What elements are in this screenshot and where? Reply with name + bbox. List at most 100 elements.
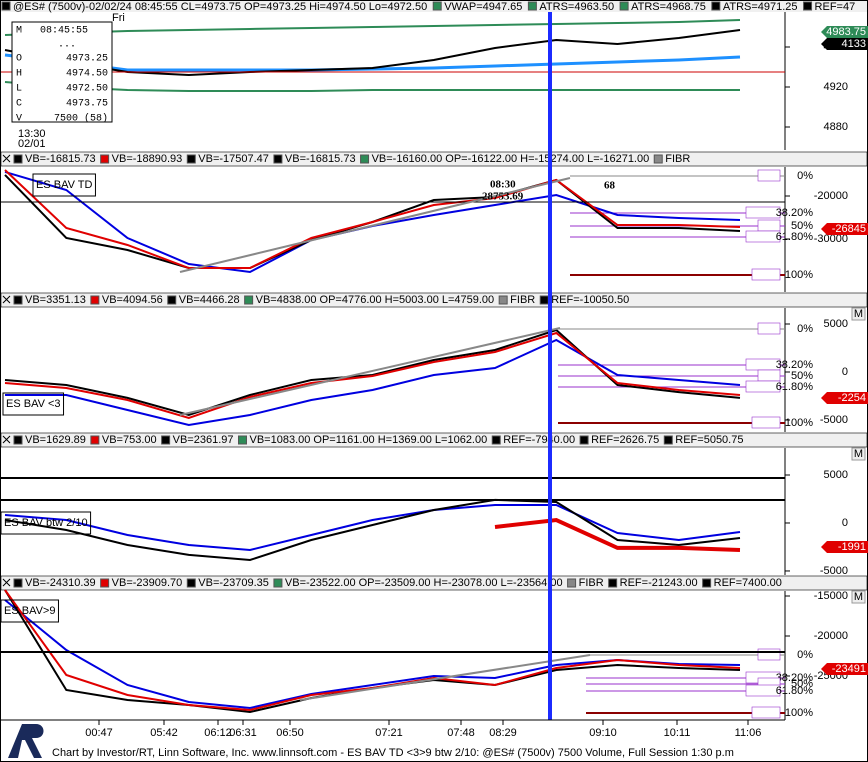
header-item: REF=47 bbox=[815, 1, 856, 13]
x-tick-label: 08:29 bbox=[489, 727, 517, 739]
legend-item: REF=7400.00 bbox=[714, 577, 782, 589]
menu-label[interactable]: M bbox=[854, 308, 863, 320]
legend-swatch bbox=[90, 295, 100, 305]
menu-box[interactable] bbox=[851, 447, 866, 461]
fib-label: 38.20% bbox=[776, 359, 814, 371]
legend-item: VB=4094.56 bbox=[102, 294, 163, 306]
legend-swatch bbox=[653, 154, 663, 164]
legend-swatch bbox=[167, 295, 177, 305]
fib-label-box bbox=[757, 219, 781, 232]
fib-label: 0% bbox=[797, 649, 813, 661]
menu-label[interactable]: M bbox=[854, 591, 863, 603]
series-line bbox=[4, 504, 741, 552]
data-window-key: H bbox=[16, 69, 22, 80]
logo bbox=[8, 724, 44, 758]
legend-item: VB=-24310.39 bbox=[25, 577, 96, 589]
header-item: ATRS=4971.25 bbox=[723, 1, 798, 13]
fib-label: 50% bbox=[791, 370, 813, 382]
fib-label: 61.80% bbox=[776, 685, 814, 697]
price-tag bbox=[821, 26, 868, 38]
close-icon[interactable] bbox=[2, 154, 11, 163]
series-line bbox=[4, 19, 741, 36]
x-tick-label: 06:12 bbox=[204, 727, 232, 739]
legend-item: VB=-23709.35 bbox=[198, 577, 269, 589]
legend-swatch bbox=[619, 1, 629, 11]
legend-swatch bbox=[1, 1, 11, 11]
price-tag-label: -2254 bbox=[838, 392, 866, 404]
close-icon[interactable] bbox=[2, 435, 11, 444]
y-tick-label: -5000 bbox=[820, 414, 848, 426]
legend-item: FIBR bbox=[510, 294, 535, 306]
y-tick-label: 4880 bbox=[824, 121, 848, 133]
fib-label-box bbox=[757, 322, 781, 335]
close-icon[interactable] bbox=[2, 578, 11, 587]
price-tag bbox=[821, 663, 868, 675]
legend-swatch bbox=[186, 578, 196, 588]
data-window-time: 08:45:55 bbox=[40, 26, 88, 37]
fib-label: 61.80% bbox=[776, 381, 814, 393]
y-tick-label: 0 bbox=[842, 366, 848, 378]
panel-header bbox=[0, 151, 868, 167]
legend-item: REF=-7940.00 bbox=[503, 434, 575, 446]
annotation: 08:30 bbox=[490, 179, 516, 191]
fib-label-box bbox=[745, 684, 781, 697]
legend-item: REF=-10050.50 bbox=[551, 294, 629, 306]
panel-title: ES BAV>9 bbox=[4, 605, 55, 617]
legend-item: VB=3351.13 bbox=[25, 294, 86, 306]
panel-title-box bbox=[0, 599, 59, 623]
close-icon[interactable] bbox=[2, 295, 11, 304]
legend-swatch bbox=[702, 578, 712, 588]
legend-item: VB=-18890.93 bbox=[112, 153, 183, 165]
series-line bbox=[4, 81, 740, 92]
header-item: @ES# (7500v)-02/02/24 08:45:55 CL=4973.7… bbox=[13, 1, 427, 13]
legend-item: VB=-17507.47 bbox=[198, 153, 269, 165]
legend-item: REF=5050.75 bbox=[675, 434, 743, 446]
fib-label: 38.20% bbox=[776, 672, 814, 684]
annotation: 28753.69 bbox=[482, 191, 524, 203]
trend-line bbox=[179, 327, 561, 416]
y-tick-label: 5000 bbox=[824, 318, 848, 330]
legend-swatch bbox=[13, 578, 23, 588]
series-line bbox=[4, 331, 741, 420]
legend-item: VB=-23909.70 bbox=[112, 577, 183, 589]
fib-label: 38.20% bbox=[776, 207, 814, 219]
legend-item: VB=2361.97 bbox=[173, 434, 234, 446]
fib-label-box bbox=[757, 369, 781, 382]
legend-swatch bbox=[100, 578, 110, 588]
fib-label-box bbox=[751, 416, 781, 429]
x-tick-label: 07:48 bbox=[447, 727, 475, 739]
legend-item: FIBR bbox=[579, 577, 604, 589]
y-tick-label: -5000 bbox=[820, 565, 848, 577]
legend-item: REF=-21243.00 bbox=[620, 577, 698, 589]
menu-box[interactable] bbox=[851, 307, 866, 321]
legend-swatch bbox=[567, 578, 577, 588]
data-window-key: C bbox=[16, 99, 22, 110]
panel-header bbox=[0, 432, 868, 448]
panel-header bbox=[0, 575, 868, 591]
legend-item: VB=-16815.73 bbox=[25, 153, 96, 165]
fib-label: 100% bbox=[785, 417, 813, 429]
legend-swatch bbox=[161, 435, 171, 445]
series-line bbox=[5, 338, 741, 427]
panel-title: ES BAV <3 bbox=[6, 398, 61, 410]
panel-header bbox=[0, 292, 868, 308]
legend-swatch bbox=[273, 578, 283, 588]
price-tag-label: -26845 bbox=[832, 223, 866, 235]
price-tag bbox=[821, 223, 868, 235]
legend-item: VB=-16815.73 bbox=[285, 153, 356, 165]
x-tick-label: 11:06 bbox=[735, 727, 762, 739]
data-window-key: L bbox=[16, 84, 22, 95]
price-tag bbox=[821, 392, 868, 404]
legend-swatch bbox=[13, 154, 23, 164]
legend-swatch bbox=[186, 154, 196, 164]
menu-box[interactable] bbox=[851, 590, 866, 604]
legend-item: VB=-16160.00 OP=-16122.00 H=-15274.00 L=… bbox=[372, 153, 650, 165]
x-tick-label: 05:42 bbox=[150, 727, 178, 739]
menu-label[interactable]: M bbox=[854, 448, 863, 460]
panel-title-box bbox=[32, 173, 96, 197]
panel-title: ES BAV btw 2/10 bbox=[4, 517, 88, 529]
fib-label: 61.80% bbox=[776, 231, 814, 243]
price-tag bbox=[821, 541, 868, 553]
x-tick-label: 09:10 bbox=[589, 727, 617, 739]
